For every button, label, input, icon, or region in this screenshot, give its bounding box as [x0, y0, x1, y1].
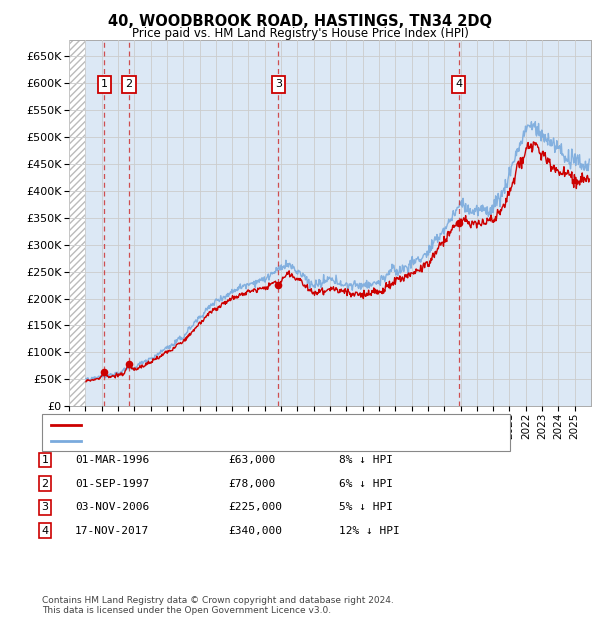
Text: 01-SEP-1997: 01-SEP-1997	[75, 479, 149, 489]
Text: 03-NOV-2006: 03-NOV-2006	[75, 502, 149, 512]
Text: 40, WOODBROOK ROAD, HASTINGS, TN34 2DQ (detached house): 40, WOODBROOK ROAD, HASTINGS, TN34 2DQ (…	[87, 420, 445, 430]
Text: Contains HM Land Registry data © Crown copyright and database right 2024.
This d: Contains HM Land Registry data © Crown c…	[42, 596, 394, 615]
Text: 1: 1	[41, 455, 49, 465]
Text: 3: 3	[41, 502, 49, 512]
Text: £63,000: £63,000	[228, 455, 275, 465]
Text: 12% ↓ HPI: 12% ↓ HPI	[339, 526, 400, 536]
Text: Price paid vs. HM Land Registry's House Price Index (HPI): Price paid vs. HM Land Registry's House …	[131, 27, 469, 40]
Text: 4: 4	[455, 79, 462, 89]
Text: HPI: Average price, detached house, Hastings: HPI: Average price, detached house, Hast…	[87, 436, 337, 446]
Text: 2: 2	[41, 479, 49, 489]
Text: £225,000: £225,000	[228, 502, 282, 512]
Text: £340,000: £340,000	[228, 526, 282, 536]
Text: 40, WOODBROOK ROAD, HASTINGS, TN34 2DQ: 40, WOODBROOK ROAD, HASTINGS, TN34 2DQ	[108, 14, 492, 29]
Text: 01-MAR-1996: 01-MAR-1996	[75, 455, 149, 465]
Text: 17-NOV-2017: 17-NOV-2017	[75, 526, 149, 536]
Text: 6% ↓ HPI: 6% ↓ HPI	[339, 479, 393, 489]
Text: 2: 2	[125, 79, 133, 89]
Text: £78,000: £78,000	[228, 479, 275, 489]
Text: 3: 3	[275, 79, 282, 89]
Text: 1: 1	[101, 79, 108, 89]
Text: 5% ↓ HPI: 5% ↓ HPI	[339, 502, 393, 512]
Bar	[69, 40, 85, 406]
Text: 8% ↓ HPI: 8% ↓ HPI	[339, 455, 393, 465]
Text: 4: 4	[41, 526, 49, 536]
